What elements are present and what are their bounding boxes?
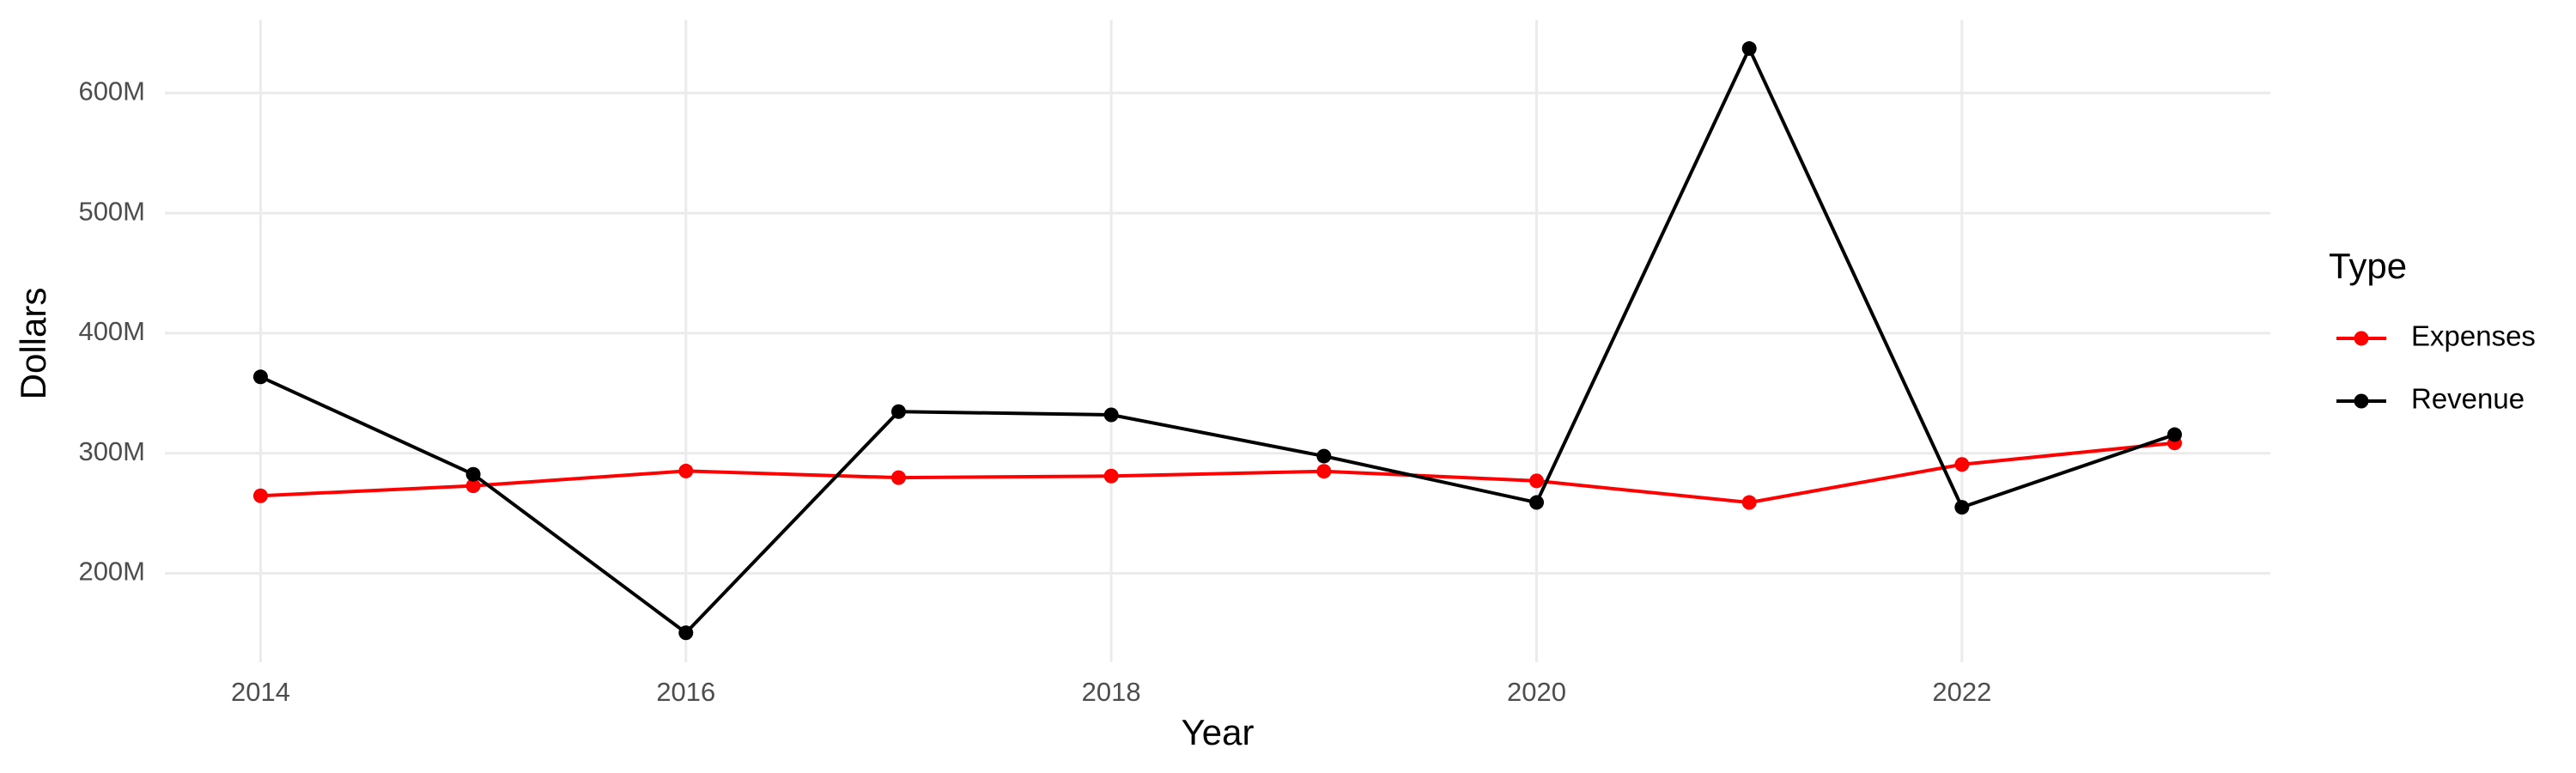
- point: [2167, 427, 2183, 442]
- line: [260, 441, 2175, 505]
- x-tick-label: 2022: [1932, 677, 1991, 707]
- point: [1954, 457, 1970, 472]
- x-tick-label: 2016: [656, 677, 715, 707]
- legend-label: Revenue: [2411, 383, 2524, 415]
- point: [1103, 407, 1119, 423]
- point: [678, 625, 694, 641]
- point: [890, 470, 906, 485]
- point: [252, 369, 268, 385]
- legend-label: Expenses: [2411, 320, 2536, 352]
- point: [1529, 473, 1545, 489]
- x-tick-label: 2018: [1082, 677, 1141, 707]
- x-tick-label: 2014: [231, 677, 290, 707]
- point: [465, 478, 481, 494]
- x-axis-title: Year: [1182, 712, 1255, 752]
- point: [1103, 468, 1119, 484]
- x-tick-label: 2020: [1507, 677, 1566, 707]
- y-tick-label: 400M: [78, 316, 145, 346]
- point: [1316, 464, 1332, 479]
- legend-key-point: [2354, 331, 2369, 346]
- y-tick-label: 200M: [78, 557, 145, 587]
- point: [678, 463, 694, 478]
- point: [252, 488, 268, 503]
- y-tick-label: 600M: [78, 76, 145, 106]
- y-tick-label: 500M: [78, 196, 145, 226]
- y-tick-label: 300M: [78, 436, 145, 466]
- line: [259, 44, 2176, 636]
- point: [465, 466, 481, 482]
- legend-key-point: [2354, 393, 2369, 409]
- point: [1316, 448, 1332, 464]
- point: [1741, 495, 1757, 510]
- point: [1741, 41, 1757, 57]
- point: [1529, 495, 1545, 510]
- point: [1954, 500, 1970, 515]
- point: [890, 404, 906, 419]
- legend-title: Type: [2329, 246, 2407, 286]
- y-axis-title: Dollars: [13, 288, 53, 400]
